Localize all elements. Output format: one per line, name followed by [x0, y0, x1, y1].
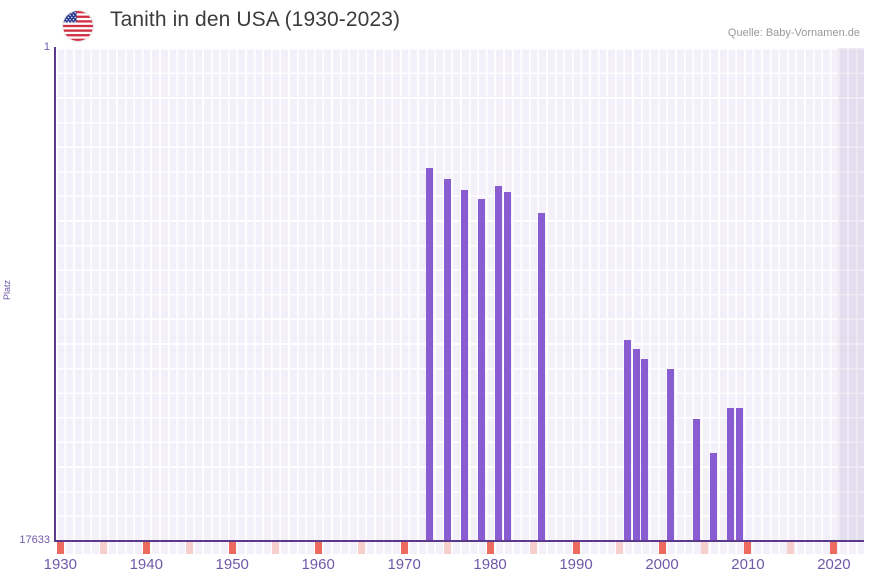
x-axis-label-1960: 1960 [301, 556, 335, 573]
x-tick-2000 [658, 542, 666, 554]
x-tick-1980 [486, 542, 494, 554]
bar-1977[interactable] [460, 190, 468, 540]
x-tick-2005 [701, 542, 709, 554]
x-axis-label-2010: 2010 [731, 556, 765, 573]
x-tick-1965 [357, 542, 365, 554]
bar-2004[interactable] [692, 419, 700, 540]
bar-1982[interactable] [503, 191, 511, 540]
x-tick-1950 [228, 542, 236, 554]
x-tick-1985 [529, 542, 537, 554]
bar-1979[interactable] [477, 198, 485, 540]
x-axis-label-1970: 1970 [387, 556, 421, 573]
bar-1973[interactable] [426, 167, 434, 540]
x-axis-label-2000: 2000 [645, 556, 679, 573]
x-tick-1955 [271, 542, 279, 554]
x-axis-label-2020: 2020 [817, 556, 851, 573]
bar-1981[interactable] [495, 186, 503, 540]
x-axis-tick-labels: 1930 1940 1950 1960 1970 1980 1990 2000 2010 2020 [0, 556, 873, 580]
x-tick-2015 [787, 542, 795, 554]
x-tick-1935 [99, 542, 107, 554]
bar-1997[interactable] [632, 349, 640, 540]
x-tick-1990 [572, 542, 580, 554]
us-flag-icon [63, 11, 93, 41]
bar-2009[interactable] [735, 407, 743, 540]
y-axis-line [54, 47, 56, 542]
bar-2008[interactable] [727, 407, 735, 540]
bar-1975[interactable] [443, 178, 451, 540]
x-tick-1930 [56, 542, 64, 554]
bar-2001[interactable] [667, 368, 675, 540]
source-attribution: Quelle: Baby-Vornamen.de [727, 27, 860, 39]
x-tick-1995 [615, 542, 623, 554]
x-tick-1975 [443, 542, 451, 554]
bar-series [56, 48, 864, 540]
x-tick-1970 [400, 542, 408, 554]
y-axis-title: Platz [2, 280, 12, 301]
page-title: Tanith in den USA (1930-2023) [110, 8, 401, 31]
x-tick-1940 [142, 542, 150, 554]
x-tick-1945 [185, 542, 193, 554]
x-axis-label-1940: 1940 [129, 556, 163, 573]
x-tick-1960 [314, 542, 322, 554]
bar-2006[interactable] [710, 452, 718, 540]
x-tick-2010 [744, 542, 752, 554]
x-axis-label-1980: 1980 [473, 556, 507, 573]
bar-1996[interactable] [624, 339, 632, 540]
chart-header: Tanith in den USA (1930-2023) Quelle: Ba… [0, 0, 873, 48]
x-axis-label-1930: 1930 [43, 556, 77, 573]
x-tick-2020 [830, 542, 838, 554]
x-axis-line [54, 540, 864, 542]
y-axis-tick-bottom: 17633 [19, 534, 50, 546]
y-axis-tick-top: 1 [43, 41, 50, 53]
x-axis-label-1990: 1990 [559, 556, 593, 573]
x-axis-tick-strip [56, 542, 864, 554]
chart-plot-area [56, 48, 864, 540]
x-axis-label-1950: 1950 [215, 556, 249, 573]
bar-1998[interactable] [641, 359, 649, 540]
bar-1986[interactable] [538, 212, 546, 540]
